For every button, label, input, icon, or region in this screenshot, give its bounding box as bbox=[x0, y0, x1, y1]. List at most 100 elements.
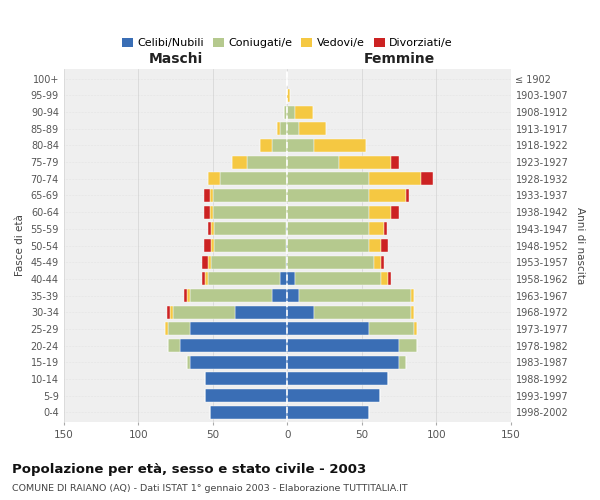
Bar bbox=[168, 322, 190, 336]
Bar bbox=[208, 222, 211, 235]
Bar bbox=[287, 189, 369, 202]
Bar bbox=[340, 156, 391, 168]
Bar bbox=[235, 306, 287, 319]
Bar bbox=[287, 139, 314, 152]
Bar bbox=[205, 389, 287, 402]
Bar bbox=[421, 172, 433, 186]
Bar bbox=[204, 189, 210, 202]
Bar bbox=[208, 256, 211, 268]
Bar bbox=[414, 322, 417, 336]
Bar bbox=[369, 206, 391, 218]
Bar bbox=[369, 172, 421, 186]
Bar bbox=[287, 372, 388, 386]
Bar bbox=[286, 256, 287, 268]
Bar bbox=[170, 306, 173, 319]
Bar bbox=[214, 222, 286, 235]
Text: Popolazione per età, sesso e stato civile - 2003: Popolazione per età, sesso e stato civil… bbox=[12, 462, 366, 475]
Bar bbox=[280, 272, 287, 285]
Bar bbox=[287, 106, 295, 118]
Bar bbox=[287, 156, 340, 168]
Bar bbox=[214, 239, 286, 252]
Bar bbox=[180, 339, 287, 352]
Bar bbox=[384, 222, 387, 235]
Bar bbox=[287, 272, 295, 285]
Bar bbox=[287, 389, 380, 402]
Bar bbox=[210, 189, 213, 202]
Bar bbox=[295, 106, 313, 118]
Bar bbox=[369, 189, 406, 202]
Bar bbox=[287, 339, 399, 352]
Bar bbox=[187, 289, 190, 302]
Bar bbox=[204, 239, 211, 252]
Bar bbox=[369, 222, 384, 235]
Bar bbox=[314, 306, 411, 319]
Bar bbox=[190, 289, 272, 302]
Text: COMUNE DI RAIANO (AQ) - Dati ISTAT 1° gennaio 2003 - Elaborazione TUTTITALIA.IT: COMUNE DI RAIANO (AQ) - Dati ISTAT 1° ge… bbox=[12, 484, 407, 493]
Bar bbox=[211, 222, 214, 235]
Bar bbox=[220, 172, 287, 186]
Text: Femmine: Femmine bbox=[363, 52, 434, 66]
Bar bbox=[287, 122, 299, 136]
Bar bbox=[213, 189, 287, 202]
Bar bbox=[399, 339, 417, 352]
Bar bbox=[287, 172, 369, 186]
Bar bbox=[287, 406, 369, 419]
Legend: Celibi/Nubili, Coniugati/e, Vedovi/e, Divorziati/e: Celibi/Nubili, Coniugati/e, Vedovi/e, Di… bbox=[117, 34, 457, 53]
Bar bbox=[211, 239, 214, 252]
Bar bbox=[391, 206, 399, 218]
Bar bbox=[391, 156, 399, 168]
Bar bbox=[295, 272, 381, 285]
Bar bbox=[210, 406, 287, 419]
Bar bbox=[211, 256, 286, 268]
Bar bbox=[406, 189, 409, 202]
Bar bbox=[411, 289, 414, 302]
Bar bbox=[374, 256, 381, 268]
Y-axis label: Fasce di età: Fasce di età bbox=[15, 214, 25, 276]
Bar bbox=[381, 239, 388, 252]
Bar bbox=[205, 272, 208, 285]
Bar bbox=[204, 206, 210, 218]
Bar bbox=[381, 272, 388, 285]
Bar bbox=[277, 122, 280, 136]
Y-axis label: Anni di nascita: Anni di nascita bbox=[575, 207, 585, 284]
Bar bbox=[411, 306, 414, 319]
Bar bbox=[210, 206, 213, 218]
Bar bbox=[202, 256, 208, 268]
Bar bbox=[381, 256, 384, 268]
Bar bbox=[287, 206, 369, 218]
Bar bbox=[287, 222, 369, 235]
Bar bbox=[168, 339, 180, 352]
Bar bbox=[280, 122, 287, 136]
Bar bbox=[369, 239, 381, 252]
Bar bbox=[284, 106, 287, 118]
Bar bbox=[173, 306, 235, 319]
Bar bbox=[167, 306, 170, 319]
Bar bbox=[190, 322, 287, 336]
Bar bbox=[287, 89, 290, 102]
Bar bbox=[184, 289, 187, 302]
Bar bbox=[187, 356, 190, 369]
Bar bbox=[232, 156, 247, 168]
Bar bbox=[286, 222, 287, 235]
Bar bbox=[213, 206, 287, 218]
Bar bbox=[287, 256, 374, 268]
Bar bbox=[287, 289, 299, 302]
Bar bbox=[247, 156, 287, 168]
Bar bbox=[205, 372, 287, 386]
Bar bbox=[388, 272, 391, 285]
Bar bbox=[399, 356, 406, 369]
Bar bbox=[286, 239, 287, 252]
Bar bbox=[208, 172, 220, 186]
Bar bbox=[272, 139, 287, 152]
Bar bbox=[299, 289, 411, 302]
Bar bbox=[208, 272, 280, 285]
Bar bbox=[190, 356, 287, 369]
Bar bbox=[260, 139, 272, 152]
Bar bbox=[287, 239, 369, 252]
Text: Maschi: Maschi bbox=[148, 52, 203, 66]
Bar bbox=[369, 322, 414, 336]
Bar bbox=[314, 139, 366, 152]
Bar bbox=[287, 356, 399, 369]
Bar bbox=[202, 272, 205, 285]
Bar bbox=[299, 122, 326, 136]
